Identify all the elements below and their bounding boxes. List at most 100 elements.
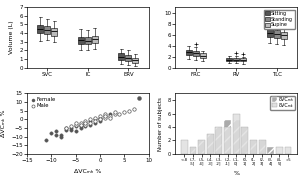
Bar [215, 127, 222, 154]
Male [102, 113, 107, 116]
Bar [190, 147, 196, 154]
PathPatch shape [78, 37, 84, 44]
Bar [267, 147, 274, 154]
Female [73, 125, 78, 128]
Male [102, 116, 107, 119]
Male [112, 111, 117, 114]
PathPatch shape [274, 30, 280, 38]
Female [98, 120, 102, 122]
PathPatch shape [200, 53, 206, 58]
PathPatch shape [37, 25, 44, 33]
Bar [207, 134, 214, 154]
Female [93, 118, 98, 121]
PathPatch shape [125, 55, 131, 61]
PathPatch shape [51, 28, 57, 36]
PathPatch shape [85, 37, 91, 44]
Female [68, 127, 73, 129]
Bar [207, 134, 214, 154]
PathPatch shape [233, 58, 239, 61]
Male [127, 109, 132, 112]
Male [98, 114, 102, 117]
Male [122, 111, 127, 114]
Female [54, 133, 58, 136]
Female [68, 128, 73, 131]
X-axis label: ΔVCₘₕ %: ΔVCₘₕ % [74, 169, 101, 174]
Female [98, 116, 102, 119]
Female [44, 139, 49, 142]
Male [78, 123, 83, 126]
Female [107, 113, 112, 116]
Female [78, 127, 83, 129]
Legend: Female, Male: Female, Male [30, 96, 57, 109]
Male [107, 114, 112, 117]
Male [88, 121, 93, 124]
Male [93, 120, 98, 122]
Y-axis label: Volume (L): Volume (L) [9, 21, 14, 54]
Bar [233, 120, 240, 154]
Bar [242, 127, 248, 154]
Bar [224, 127, 231, 154]
Female [64, 128, 68, 131]
Bar [224, 120, 231, 154]
Bar [250, 141, 257, 154]
Female [88, 120, 93, 122]
Female [78, 123, 83, 126]
Legend: Sitting, Standing, Supine: Sitting, Standing, Supine [264, 10, 295, 29]
Female [83, 125, 88, 128]
Male [73, 123, 78, 126]
Male [98, 118, 102, 121]
Bar [250, 141, 257, 154]
Male [83, 120, 88, 122]
Female [54, 130, 58, 133]
Female [64, 127, 68, 129]
Bar [259, 141, 266, 154]
PathPatch shape [280, 32, 287, 39]
Male [93, 116, 98, 119]
Female [49, 132, 54, 135]
Female [83, 121, 88, 124]
Female [59, 135, 64, 138]
Bar [285, 147, 292, 154]
Female [59, 133, 64, 136]
Bar [259, 141, 266, 154]
Male [78, 121, 83, 124]
Male [98, 118, 102, 121]
Male [83, 123, 88, 126]
Male [107, 116, 112, 119]
PathPatch shape [44, 26, 50, 34]
Bar [181, 141, 188, 154]
Legend: δVCₘₕ, δVCₘₖ: δVCₘₕ, δVCₘₖ [270, 96, 295, 110]
Male [68, 125, 73, 128]
Bar [198, 141, 205, 154]
Bar [242, 127, 248, 154]
Male [117, 113, 122, 116]
PathPatch shape [186, 50, 192, 55]
Male [64, 127, 68, 129]
PathPatch shape [226, 58, 232, 61]
PathPatch shape [240, 58, 246, 61]
Male [112, 113, 117, 116]
PathPatch shape [118, 53, 124, 59]
Male [132, 107, 136, 110]
Female [102, 114, 107, 117]
Bar [276, 147, 283, 154]
PathPatch shape [193, 51, 199, 56]
PathPatch shape [267, 29, 273, 37]
Female [88, 123, 93, 126]
Male [73, 121, 78, 124]
Female [73, 130, 78, 133]
Y-axis label: Number of subjects: Number of subjects [158, 97, 163, 151]
Male [88, 118, 93, 121]
Point [136, 97, 141, 100]
Female [93, 121, 98, 124]
Bar [215, 127, 222, 154]
Y-axis label: ΔVCₘₖ %: ΔVCₘₖ % [1, 110, 6, 137]
Male [83, 121, 88, 124]
Bar [198, 141, 205, 154]
Male [102, 114, 107, 117]
PathPatch shape [92, 36, 98, 43]
Bar [233, 113, 240, 154]
X-axis label: %: % [233, 171, 239, 176]
PathPatch shape [132, 58, 138, 63]
Female [78, 125, 83, 128]
